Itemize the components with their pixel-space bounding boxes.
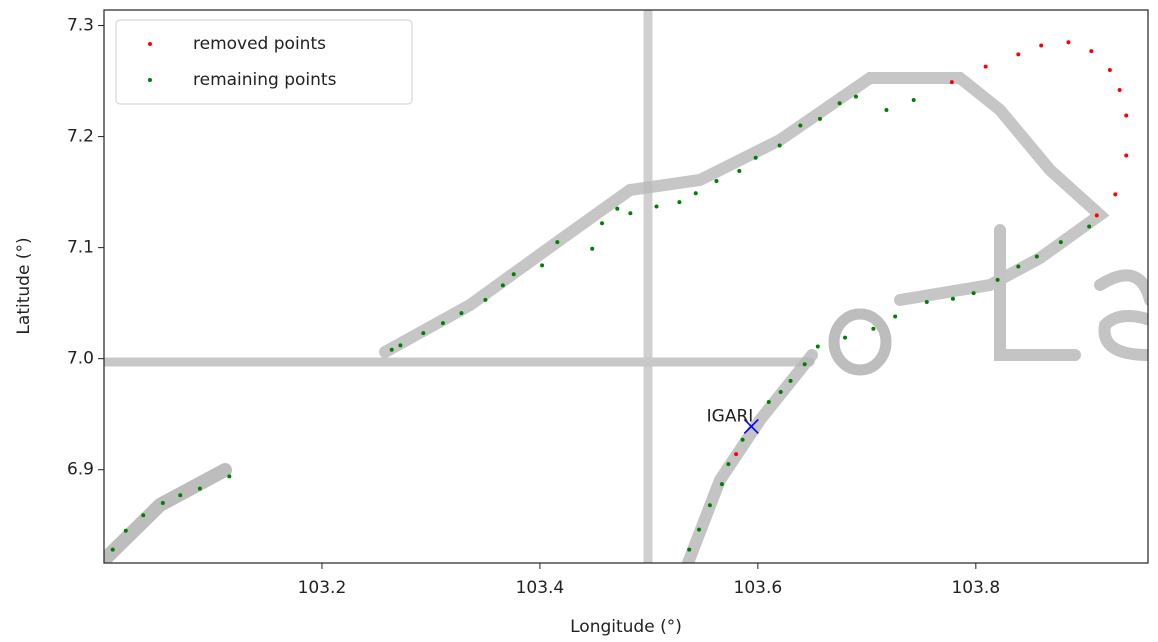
annotation-label: IGARI	[707, 406, 754, 426]
data-point	[854, 95, 858, 99]
data-point	[779, 390, 783, 394]
data-point	[754, 156, 758, 160]
x-tick-label: 103.6	[734, 578, 783, 598]
data-point	[421, 331, 425, 335]
data-point	[720, 482, 724, 486]
data-point	[798, 123, 802, 127]
data-point	[925, 300, 929, 304]
data-point	[737, 169, 741, 173]
data-point	[540, 263, 544, 267]
data-point	[600, 221, 604, 225]
legend-label: removed points	[193, 34, 326, 54]
x-tick-label: 103.4	[516, 578, 565, 598]
data-point	[1113, 192, 1117, 196]
data-point	[714, 179, 718, 183]
data-point	[950, 80, 954, 84]
data-point	[972, 291, 976, 295]
x-axis-label: Longitude (°)	[570, 617, 682, 637]
data-point	[893, 314, 897, 318]
data-point	[708, 503, 712, 507]
data-point	[590, 247, 594, 251]
data-point	[1124, 153, 1128, 157]
y-tick-label: 7.1	[67, 238, 94, 258]
data-point	[734, 452, 738, 456]
data-point	[161, 501, 165, 505]
data-point	[512, 272, 516, 276]
data-point	[816, 344, 820, 348]
data-point	[838, 101, 842, 105]
data-point	[1035, 255, 1039, 259]
data-point	[767, 400, 771, 404]
data-point	[984, 65, 988, 69]
data-point	[501, 283, 505, 287]
data-point	[198, 487, 202, 491]
data-point	[1089, 49, 1093, 53]
x-tick-label: 103.2	[298, 578, 347, 598]
data-point	[655, 205, 659, 209]
data-point	[615, 207, 619, 211]
data-point	[1124, 113, 1128, 117]
data-point	[1059, 240, 1063, 244]
data-point	[483, 298, 487, 302]
legend: removed points remaining points	[116, 20, 412, 104]
data-point	[1016, 52, 1020, 56]
data-point	[1039, 44, 1043, 48]
data-point	[803, 362, 807, 366]
y-tick-label: 7.0	[67, 349, 94, 369]
data-point	[390, 348, 394, 352]
data-point	[1016, 265, 1020, 269]
data-point	[694, 191, 698, 195]
data-point	[778, 143, 782, 147]
data-point	[1108, 68, 1112, 72]
data-point	[178, 493, 182, 497]
data-point	[912, 98, 916, 102]
data-point	[726, 462, 730, 466]
data-point	[1095, 213, 1099, 217]
data-point	[459, 311, 463, 315]
data-point	[111, 548, 115, 552]
data-point	[884, 108, 888, 112]
data-point	[843, 336, 847, 340]
y-tick-label: 7.3	[67, 16, 94, 36]
legend-marker	[148, 78, 152, 82]
y-tick-label: 7.2	[67, 127, 94, 147]
data-point	[818, 117, 822, 121]
data-point	[628, 211, 632, 215]
y-tick-label: 6.9	[67, 460, 94, 480]
legend-marker	[148, 42, 152, 46]
data-point	[398, 343, 402, 347]
data-point	[227, 474, 231, 478]
x-tick-label: 103.8	[951, 578, 1000, 598]
chart: Longitude (°) Latitude (°) removed point…	[0, 0, 1158, 642]
data-point	[951, 297, 955, 301]
data-point	[741, 438, 745, 442]
data-point	[555, 240, 559, 244]
y-axis-label: Latitude (°)	[14, 237, 34, 334]
data-point	[141, 513, 145, 517]
data-point	[1087, 225, 1091, 229]
data-point	[1118, 88, 1122, 92]
data-point	[687, 548, 691, 552]
data-point	[871, 327, 875, 331]
data-point	[124, 529, 128, 533]
data-point	[996, 278, 1000, 282]
data-point	[441, 321, 445, 325]
data-point	[1066, 40, 1070, 44]
legend-label: remaining points	[193, 70, 337, 90]
data-point	[789, 379, 793, 383]
data-point	[677, 200, 681, 204]
data-point	[697, 528, 701, 532]
legend-box	[116, 20, 412, 104]
